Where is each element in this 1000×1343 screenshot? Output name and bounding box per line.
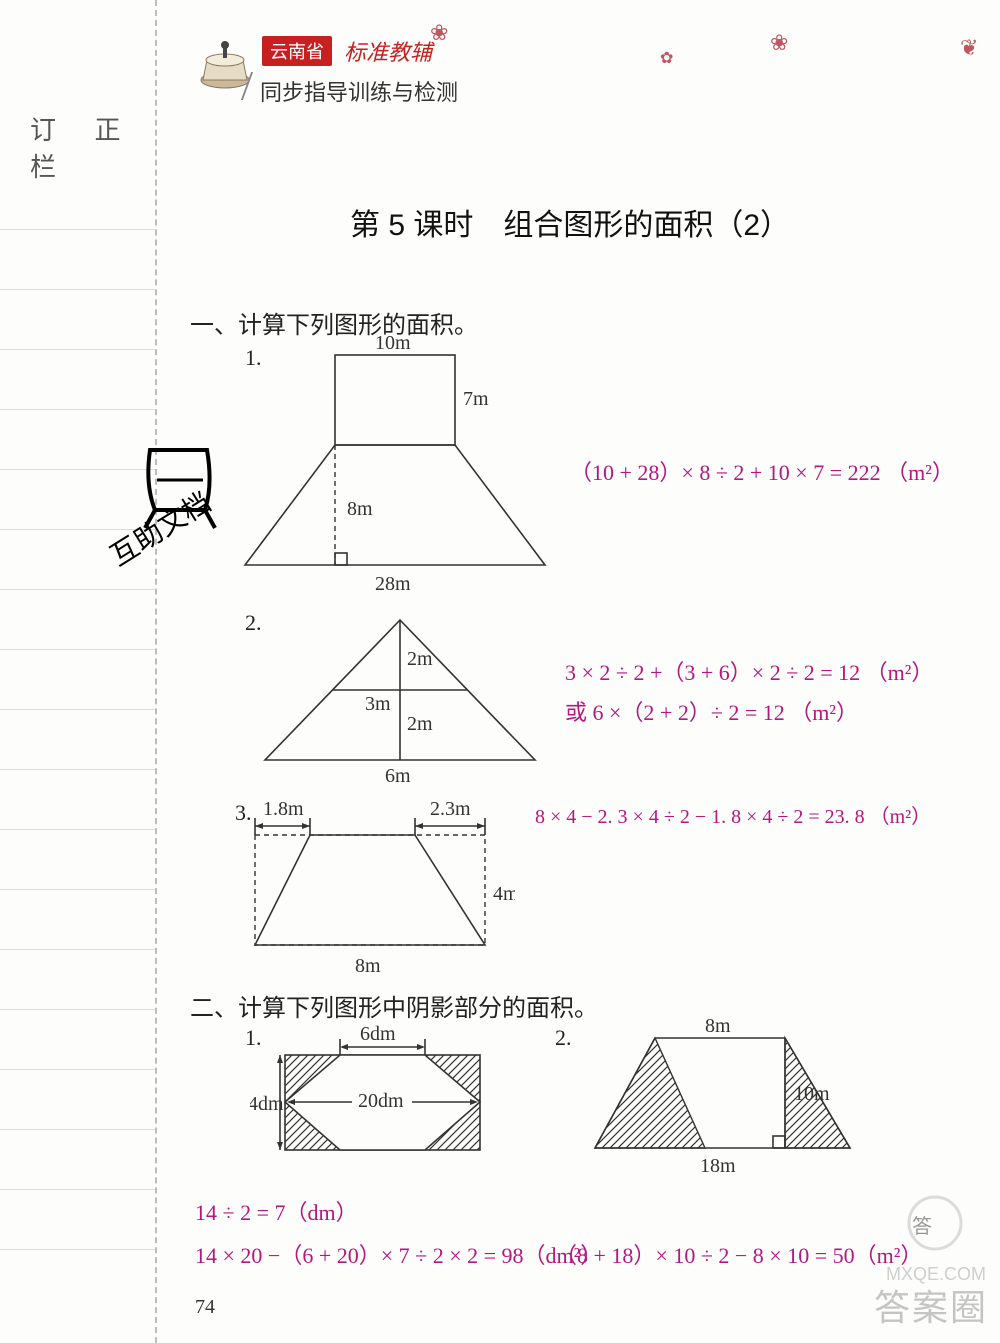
svg-text:4m: 4m	[493, 883, 515, 905]
svg-text:14dm: 14dm	[250, 1093, 284, 1115]
svg-text:6m: 6m	[385, 765, 411, 785]
petal-icon: ✿	[660, 48, 673, 68]
q1-right: 7m	[463, 388, 489, 410]
page: 订 正 栏 ❀ ✿ ❀ ❦ 云南省 标准教辅 同步指导训练与检测 第 5 课时 …	[0, 0, 1000, 1343]
q3-answer: 8 × 4 − 2. 3 × 4 ÷ 2 − 1. 8 × 4 ÷ 2 = 23…	[535, 800, 931, 829]
sec2-q2-figure: 8m 10m 18m	[580, 1018, 870, 1178]
svg-text:18m: 18m	[700, 1155, 736, 1177]
svg-text:2m: 2m	[407, 713, 433, 735]
watermark-sub: MXQE.COM	[886, 1264, 986, 1285]
q1-figure: 10m 7m 8m 28m	[225, 335, 565, 595]
watermark-logo: 答	[890, 1193, 980, 1253]
svg-text:8m: 8m	[355, 955, 381, 977]
q2-answer-a: 3 × 2 ÷ 2 +（3 + 6）× 2 ÷ 2 = 12 （m²）	[565, 655, 933, 687]
header-badge: 云南省	[262, 36, 332, 66]
q2-figure: 2m 3m 2m 6m	[255, 610, 545, 785]
q3-figure: 1.8m 2.3m 4m 8m	[235, 800, 515, 980]
svg-text:20dm: 20dm	[358, 1090, 404, 1112]
svg-text:2m: 2m	[407, 648, 433, 670]
svg-text:3m: 3m	[365, 693, 391, 715]
sec2-ans-l2b: （8 + 18）× 10 ÷ 2 − 8 × 10 = 50（m²）	[555, 1238, 922, 1270]
sec2-q1-figure: 6dm 20dm 14dm	[250, 1025, 500, 1155]
header-badge2: 标准教辅	[344, 35, 432, 67]
vertical-divider	[155, 0, 157, 1343]
sec2-ans-l1: 14 ÷ 2 = 7（dm）	[195, 1195, 358, 1227]
q1-base: 28m	[375, 573, 411, 595]
section2-heading: 二、计算下列图形中阴影部分的面积。	[190, 988, 598, 1023]
q2-answer-b: 或 6 ×（2 + 2）÷ 2 = 12 （m²）	[565, 695, 858, 727]
petal-icon: ❦	[960, 35, 978, 61]
petal-icon: ❀	[770, 30, 788, 56]
watermark-main: 答案圈	[874, 1279, 988, 1331]
svg-text:6dm: 6dm	[360, 1025, 396, 1045]
sec2-ans-l2a: 14 × 20 −（6 + 20）× 7 ÷ 2 × 2 = 98（dm²）	[195, 1238, 602, 1270]
svg-text:答: 答	[912, 1215, 932, 1238]
q1-top: 10m	[375, 335, 411, 354]
page-number: 74	[195, 1296, 215, 1319]
svg-text:8m: 8m	[705, 1018, 731, 1037]
sec2-q2-num: 2.	[555, 1025, 572, 1051]
svg-text:1.8m: 1.8m	[263, 800, 304, 820]
ruled-lines	[0, 170, 155, 1343]
lesson-title: 第 5 课时 组合图形的面积（2）	[350, 200, 790, 244]
svg-text:2.3m: 2.3m	[430, 800, 471, 820]
q1-height: 8m	[347, 498, 373, 520]
svg-text:10m: 10m	[794, 1083, 830, 1105]
q1-answer: （10 + 28）× 8 ÷ 2 + 10 × 7 = 222 （m²）	[570, 455, 954, 487]
header: 云南省 标准教辅	[190, 35, 432, 67]
correction-column: 订 正 栏	[0, 0, 155, 1343]
petal-icon: ❀	[430, 20, 448, 46]
header-sub: 同步指导训练与检测	[260, 75, 458, 107]
